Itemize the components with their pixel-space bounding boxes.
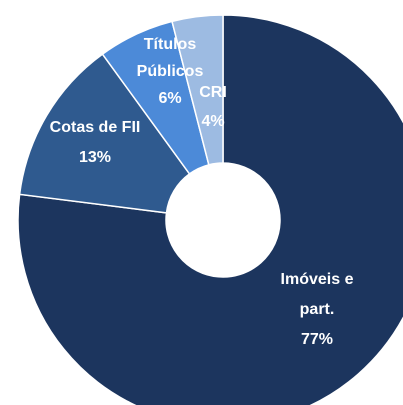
value-label: 6% [158,90,181,107]
category-label: Imóveis e part. [281,271,354,318]
category-label-line: Imóveis e [281,271,354,288]
value-label: 4% [201,113,224,130]
value-label: 77% [301,331,333,348]
slice [17,14,403,405]
category-label-line: CRI [199,84,227,101]
category-label: CRI [199,84,227,101]
category-label-line: Públicos [137,63,204,80]
category-label: Títulos Públicos [137,36,204,80]
slice [171,14,224,166]
category-label-line: part. [300,301,335,318]
category-label-line: Cotas de FII [50,119,141,136]
category-label-line: Títulos [144,36,197,53]
value-label: 13% [79,149,111,166]
category-label: Cotas de FII [50,119,141,136]
labels: Imóveis e part. 77% Cotas de FII 13% Títulos P… [50,36,354,348]
slices [17,14,403,405]
slice [18,53,191,214]
